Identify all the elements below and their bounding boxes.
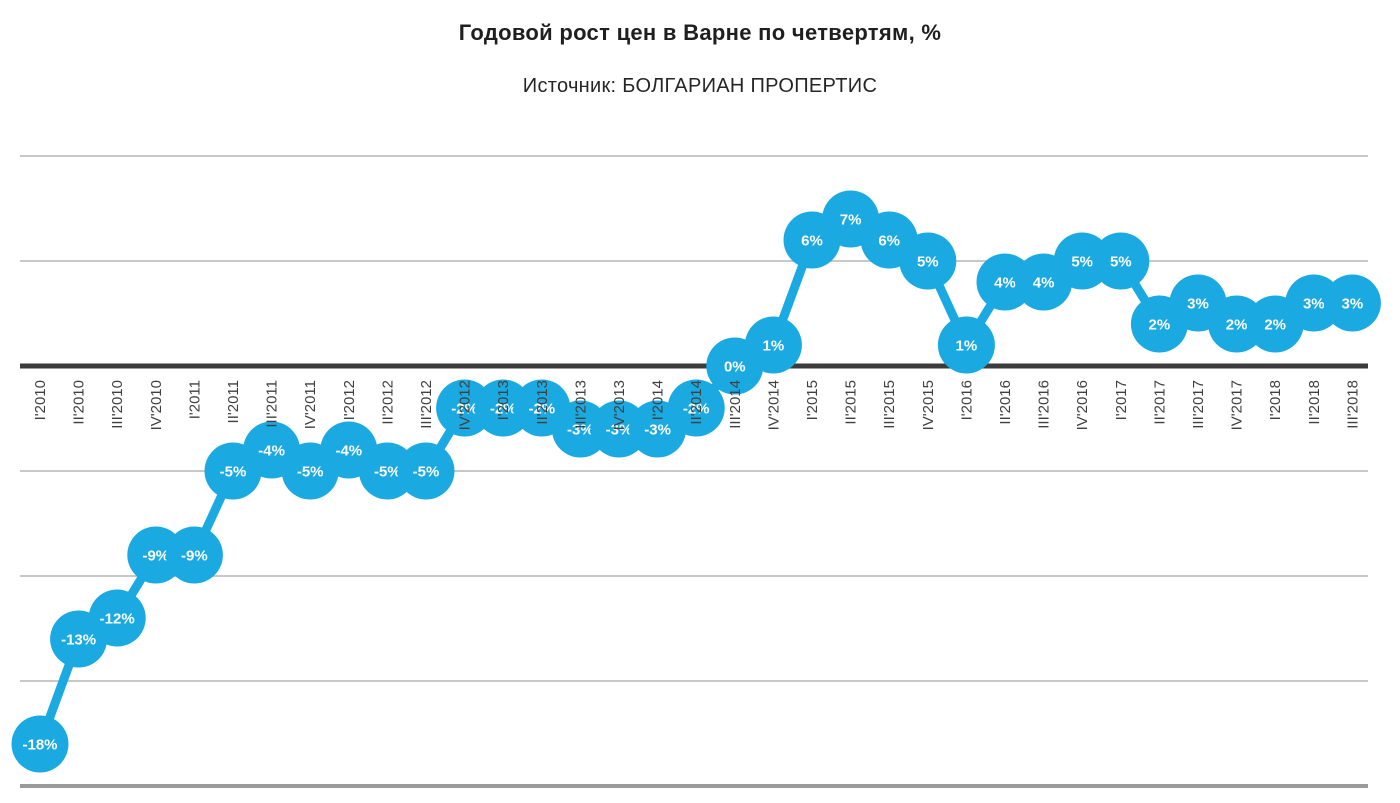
data-point-marker (397, 442, 455, 500)
x-axis-label: I'2013 (495, 380, 512, 420)
x-axis-label: IV'2012 (457, 380, 474, 430)
data-point-marker (88, 589, 146, 647)
x-axis-label: II'2010 (71, 380, 88, 425)
data-point-label: -2% (528, 401, 555, 418)
x-axis-label: IV'2014 (765, 380, 782, 430)
data-point-label: 3% (1342, 296, 1364, 313)
data-point-label: -2% (683, 401, 710, 418)
data-point-marker (11, 715, 69, 773)
data-point-label: -5% (297, 464, 324, 481)
data-point-label: -9% (142, 548, 169, 565)
data-point-label: 5% (1110, 254, 1132, 271)
x-axis-label: II'2017 (1151, 380, 1168, 425)
x-axis-label: III'2016 (1036, 380, 1053, 429)
data-point-label: 5% (917, 254, 939, 271)
data-point-label: 7% (840, 212, 862, 229)
x-axis-label: II'2016 (997, 380, 1014, 425)
data-point-marker (667, 379, 725, 437)
data-point-label: 2% (1264, 317, 1286, 334)
data-point-label: -12% (100, 611, 135, 628)
x-axis-label: II'2015 (843, 380, 860, 425)
x-axis-label: IV'2010 (148, 380, 165, 430)
data-point-marker (937, 316, 995, 374)
x-axis-label: IV'2015 (920, 380, 937, 430)
x-axis-label: III'2012 (418, 380, 435, 429)
x-axis-label: II'2014 (688, 380, 705, 425)
x-axis-label: III'2010 (109, 380, 126, 429)
chart-title: Годовой рост цен в Варне по четвертям, % (458, 20, 942, 45)
x-axis-label: I'2011 (186, 380, 203, 419)
data-point-label: 4% (994, 275, 1016, 292)
data-point-marker (165, 526, 223, 584)
data-point-marker (899, 232, 957, 290)
x-axis-label: I'2010 (32, 380, 49, 420)
x-axis-label: III'2017 (1190, 380, 1207, 429)
x-axis-label: IV'2011 (302, 380, 319, 429)
data-point-label: -5% (220, 464, 247, 481)
data-point-label: -3% (644, 422, 671, 439)
data-point-label: 3% (1303, 296, 1325, 313)
x-axis-label: III'2014 (727, 380, 744, 429)
data-point-label: 1% (956, 338, 978, 355)
data-point-marker (744, 316, 802, 374)
x-axis-label: I'2016 (958, 380, 975, 420)
data-point-label: -2% (451, 401, 478, 418)
data-point-label: -5% (413, 464, 440, 481)
data-point-label: 1% (763, 338, 785, 355)
data-point-label: 3% (1187, 296, 1209, 313)
data-point-label: 4% (1033, 275, 1055, 292)
data-point-marker (1323, 274, 1381, 332)
x-axis-label: IV'2016 (1074, 380, 1091, 430)
data-point-label: -4% (335, 443, 362, 460)
data-point-label: 6% (801, 233, 823, 250)
data-point-label: 6% (878, 233, 900, 250)
x-axis-label: II'2011 (225, 380, 242, 423)
x-axis-label: II'2012 (379, 380, 396, 425)
x-axis-label: I'2014 (650, 380, 667, 420)
data-point-label: -5% (374, 464, 401, 481)
x-axis-label: I'2012 (341, 380, 358, 420)
x-axis-label: III'2011 (264, 380, 281, 428)
data-point-label: -4% (258, 443, 285, 460)
x-axis-label: I'2017 (1113, 380, 1130, 420)
data-point-label: 0% (724, 359, 746, 376)
x-axis-label: III'2015 (881, 380, 898, 429)
x-axis-label: I'2018 (1267, 380, 1284, 420)
chart-subtitle: Источник: БОЛГАРИАН ПРОПЕРТИС (522, 75, 878, 97)
x-axis-label: IV'2017 (1229, 380, 1246, 430)
data-point-label: -9% (181, 548, 208, 565)
data-point-label: 2% (1226, 317, 1248, 334)
data-point-label: -13% (61, 632, 96, 649)
x-axis-label: III'2013 (572, 380, 589, 429)
data-point-label: -3% (606, 422, 633, 439)
x-axis-label: II'2013 (534, 380, 551, 425)
x-axis-label: I'2015 (804, 380, 821, 420)
data-point-label: -3% (567, 422, 594, 439)
data-point-marker (1092, 232, 1150, 290)
data-point-label: 5% (1071, 254, 1093, 271)
data-point-label: -2% (490, 401, 517, 418)
x-axis-label: III'2018 (1344, 380, 1361, 429)
chart-header: Годовой рост цен в Варне по четвертям, %… (0, 0, 1400, 98)
x-axis-label: IV'2013 (611, 380, 628, 430)
data-point-label: -18% (22, 737, 57, 754)
x-axis-label: II'2018 (1306, 380, 1323, 425)
data-point-label: 2% (1149, 317, 1171, 334)
